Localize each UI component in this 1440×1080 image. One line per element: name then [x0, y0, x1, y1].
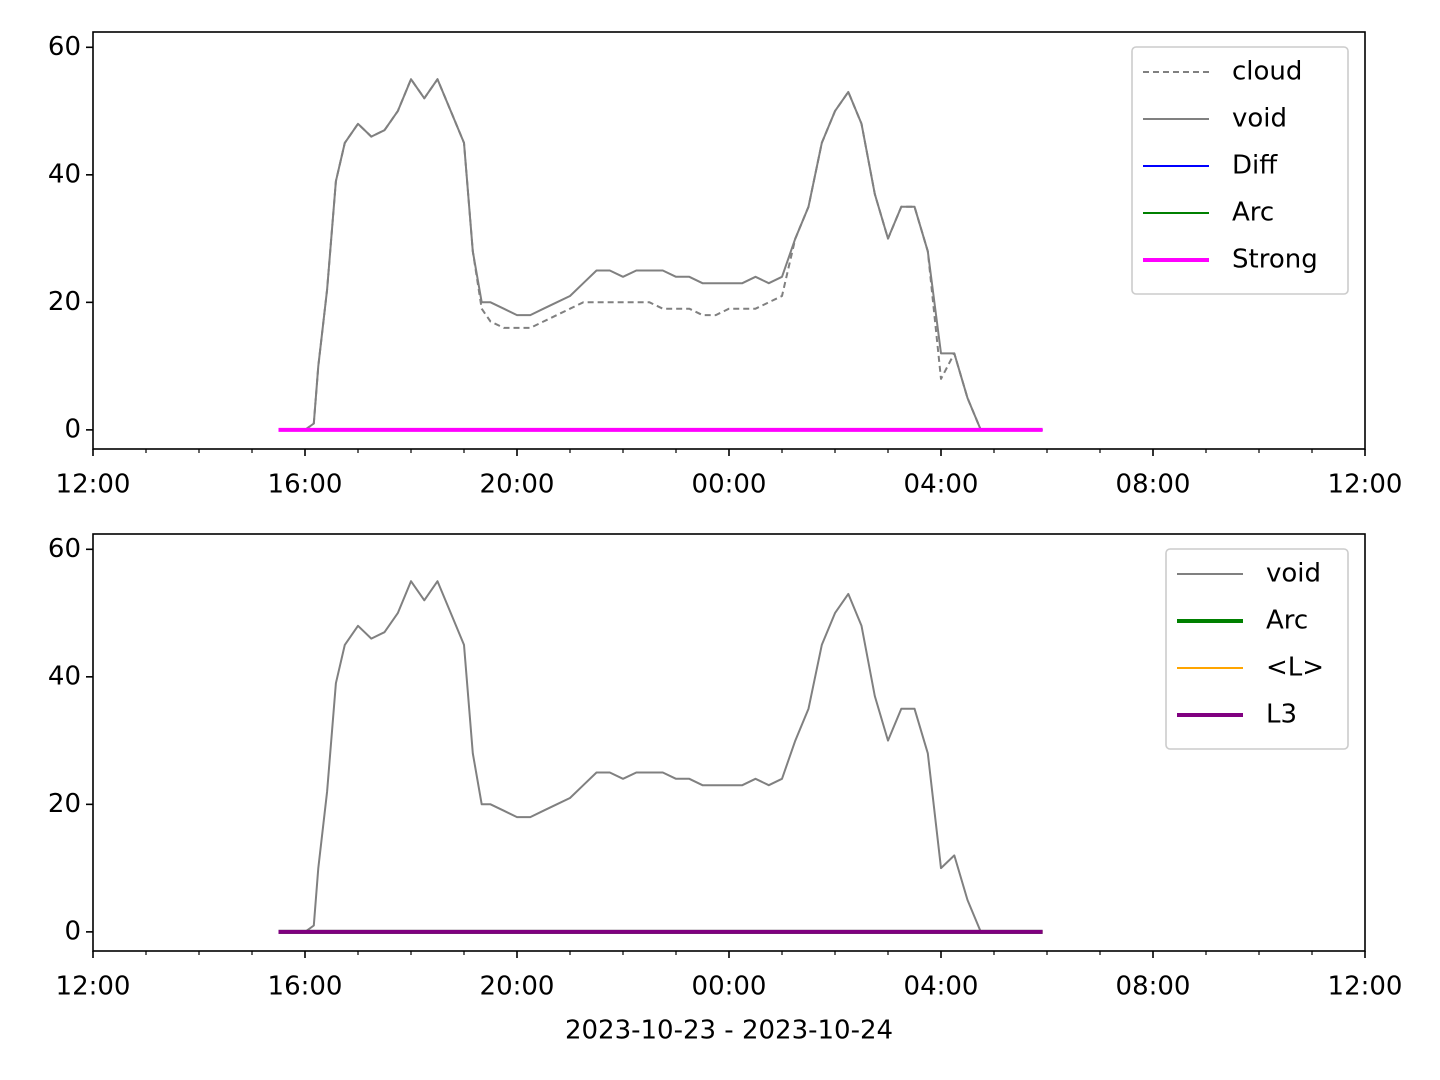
legend-label: Arc	[1266, 606, 1308, 636]
x-tick-label: 12:00	[56, 470, 131, 500]
x-tick-label: 08:00	[1116, 972, 1191, 1002]
y-tick-label: 20	[48, 287, 81, 317]
legend-label: cloud	[1232, 57, 1302, 87]
x-axis-label: 2023-10-23 - 2023-10-24	[565, 1016, 893, 1046]
x-tick-label: 16:00	[268, 972, 343, 1002]
y-tick-label: 40	[48, 661, 81, 691]
legend-label: Strong	[1232, 245, 1318, 275]
y-tick-label: 60	[48, 534, 81, 564]
y-tick-label: 0	[64, 414, 81, 444]
legend-box	[1165, 548, 1349, 750]
legend-label: void	[1266, 559, 1321, 589]
series-line	[304, 78, 982, 431]
legend-label: <L>	[1266, 653, 1324, 683]
x-tick-label: 12:00	[1328, 470, 1403, 500]
y-tick-label: 20	[48, 789, 81, 819]
y-tick-label: 60	[48, 32, 81, 62]
x-tick-label: 00:00	[692, 972, 767, 1002]
series-line	[304, 78, 982, 431]
y-tick-label: 0	[64, 916, 81, 946]
series-line	[304, 580, 982, 933]
x-tick-label: 08:00	[1116, 470, 1191, 500]
x-tick-label: 20:00	[480, 972, 555, 1002]
x-tick-label: 12:00	[56, 972, 131, 1002]
x-tick-label: 16:00	[268, 470, 343, 500]
legend-label: Arc	[1232, 198, 1274, 228]
legend-label: Diff	[1232, 151, 1278, 181]
x-tick-label: 12:00	[1328, 972, 1403, 1002]
x-tick-label: 00:00	[692, 470, 767, 500]
legend-label: L3	[1266, 700, 1297, 730]
x-tick-label: 04:00	[904, 972, 979, 1002]
x-tick-label: 20:00	[480, 470, 555, 500]
x-tick-label: 04:00	[904, 470, 979, 500]
y-tick-label: 40	[48, 159, 81, 189]
legend-label: void	[1232, 104, 1287, 134]
legend-box	[1131, 46, 1349, 295]
